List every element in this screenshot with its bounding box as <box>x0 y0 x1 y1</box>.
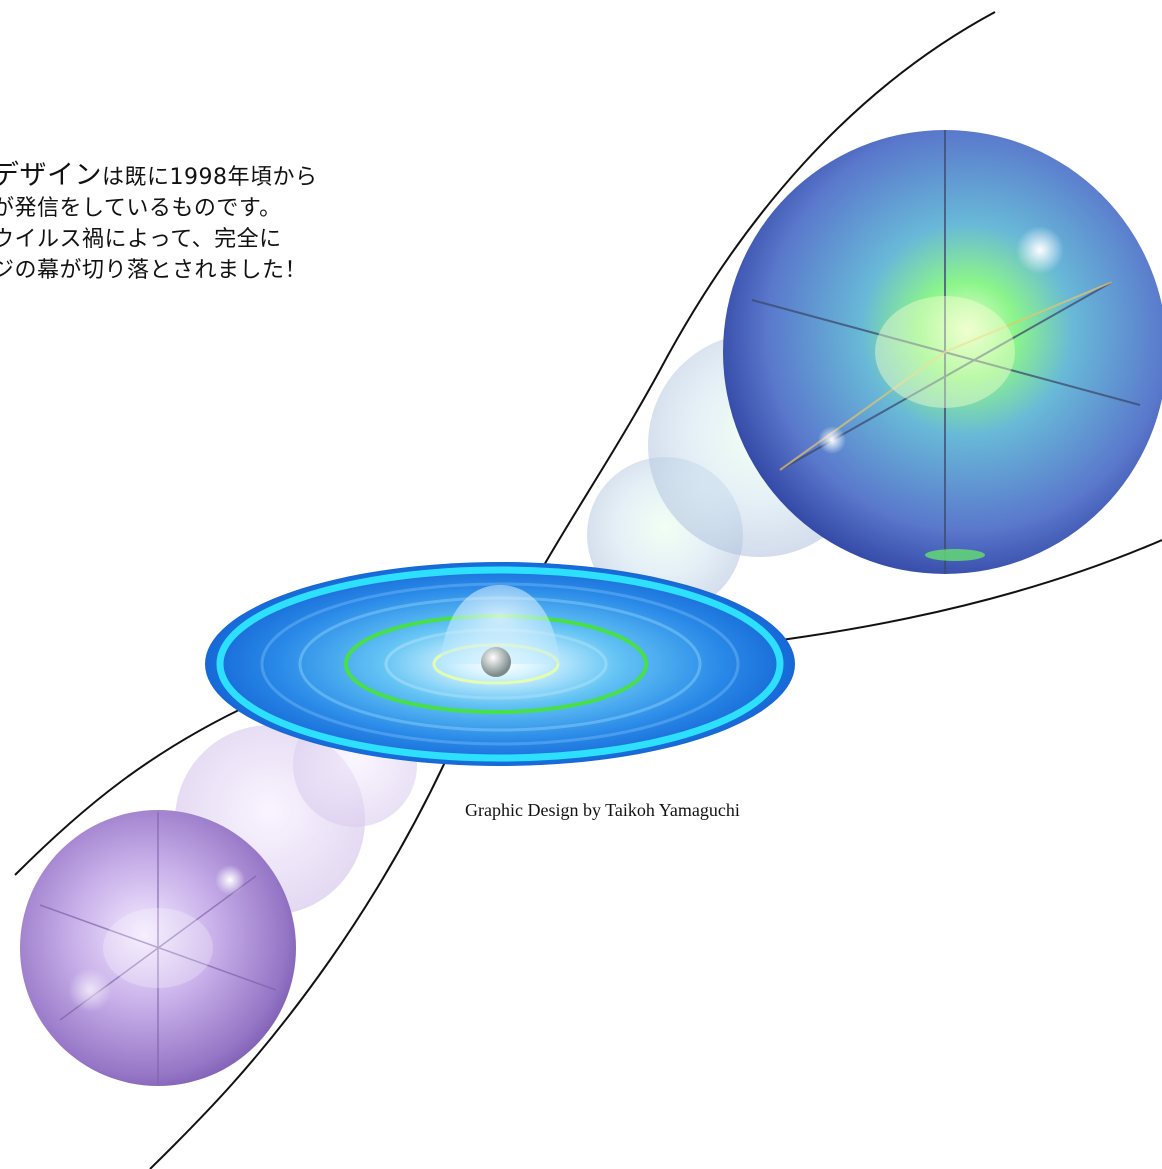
center-core <box>481 647 511 677</box>
purple-sphere <box>20 810 296 1086</box>
upper-curve <box>499 11 996 651</box>
text-line-1-rest: は既に1998年頃から <box>102 165 318 190</box>
text-line-3: ウイルス禍によって、完全に <box>0 227 282 252</box>
text-line-1: デザインは既に1998年頃から <box>0 160 452 193</box>
text-line-1-lead: デザイン <box>0 160 102 191</box>
design-credit: Graphic Design by Taikoh Yamaguchi <box>465 800 740 820</box>
center-dome <box>440 585 560 664</box>
text-line-2: が発信をしているものです。 <box>0 196 282 221</box>
japanese-text-block: デザインは既に1998年頃から が発信をしているものです。 ウイルス禍によって、… <box>0 160 452 286</box>
blue-sphere <box>723 130 1162 574</box>
wave-disc <box>205 562 795 766</box>
text-line-4: ジの幕が切り落とされました！ <box>0 258 308 283</box>
